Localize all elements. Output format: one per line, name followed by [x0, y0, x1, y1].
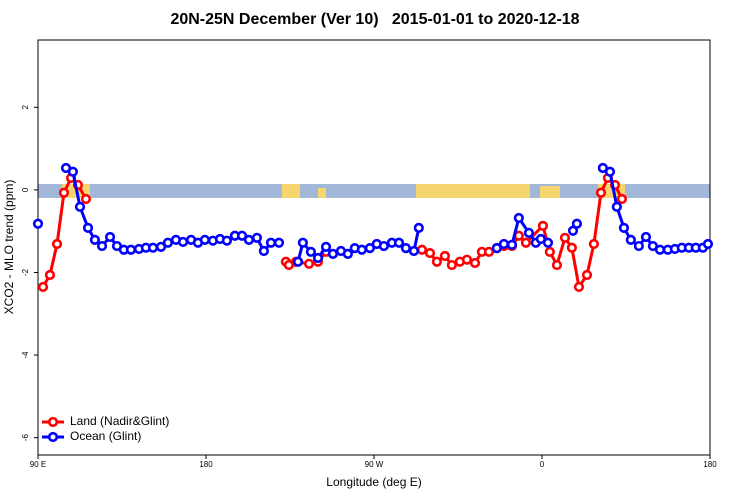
data-point [588, 238, 599, 250]
data-point [498, 238, 510, 250]
data-point [581, 269, 593, 281]
data-point [58, 187, 70, 198]
data-point [67, 166, 79, 177]
data-point [571, 218, 583, 229]
x-tick-label: 180 [703, 460, 717, 469]
data-point [236, 230, 248, 241]
data-point [523, 227, 535, 238]
data-point [439, 250, 451, 262]
data-point [542, 237, 554, 248]
data-point [96, 240, 108, 252]
land-mask [38, 184, 710, 198]
data-point [506, 239, 518, 250]
data-point [537, 220, 549, 231]
data-point [147, 242, 159, 253]
data-point [303, 258, 315, 269]
data-point [491, 243, 502, 254]
data-point [273, 237, 285, 248]
y-tick-label: 2 [21, 105, 30, 110]
data-point [393, 237, 405, 248]
data-point [424, 247, 436, 259]
land-strip [282, 184, 300, 198]
data-point [80, 193, 92, 205]
data-point [342, 248, 353, 260]
data-point [520, 237, 532, 248]
data-point [258, 245, 269, 257]
chart-title: 20N-25N December (Ver 10) 2015-01-01 to … [170, 11, 579, 28]
legend-marker [47, 431, 59, 443]
data-point [292, 256, 304, 267]
data-point [82, 222, 94, 233]
data-point [595, 187, 607, 198]
data-point [162, 237, 174, 248]
data-point [469, 257, 481, 269]
data-point [431, 256, 443, 267]
x-tick-label: 90 W [365, 460, 384, 469]
data-point [461, 254, 473, 265]
data-point [177, 236, 189, 248]
legend-label: Ocean (Glint) [70, 429, 141, 443]
land-strip [318, 188, 326, 198]
data-point [544, 246, 555, 257]
y-axis-label: XCO2 - MLO trend (ppm) [2, 180, 16, 315]
data-point [566, 242, 577, 253]
data-point [312, 252, 324, 264]
data-point [104, 231, 116, 243]
land-strip [540, 186, 560, 198]
data-point [243, 234, 255, 245]
data-point [320, 241, 332, 252]
data-point [44, 269, 56, 281]
data-point [356, 244, 367, 255]
data-point [199, 234, 210, 245]
data-point [155, 241, 167, 252]
data-point [265, 237, 277, 248]
legend-marker [47, 416, 59, 428]
data-point [611, 201, 622, 212]
data-point [513, 212, 524, 224]
data-point [327, 248, 339, 260]
x-tick-label: 180 [199, 460, 213, 469]
data-point [378, 240, 389, 252]
data-point [74, 201, 86, 212]
data-point [633, 240, 644, 252]
data-point [32, 218, 44, 229]
land-strip [416, 184, 530, 198]
data-point [89, 234, 101, 245]
x-axis-label: Longitude (deg E) [326, 475, 421, 489]
data-point [221, 235, 233, 246]
data-point [559, 232, 571, 243]
data-point [364, 243, 375, 254]
data-point [702, 238, 714, 250]
data-point [640, 231, 652, 243]
data-point [551, 259, 563, 271]
data-point [604, 166, 616, 177]
y-tick-label: -4 [21, 351, 30, 359]
data-point [251, 232, 263, 243]
data-point [37, 281, 49, 293]
data-point [625, 234, 636, 245]
data-point [125, 244, 137, 255]
data-point [51, 238, 63, 250]
data-point [416, 244, 428, 255]
data-point [305, 246, 317, 257]
data-point [654, 244, 666, 255]
data-point [618, 222, 630, 233]
x-tick-label: 0 [540, 460, 545, 469]
legend-label: Land (Nadir&Glint) [70, 414, 169, 428]
data-point [413, 222, 424, 233]
data-point [446, 259, 457, 271]
data-point [483, 246, 495, 257]
data-point [616, 193, 627, 205]
data-point [573, 281, 585, 293]
y-tick-label: -6 [21, 434, 30, 442]
y-tick-label: -2 [21, 268, 30, 276]
data-point [297, 237, 308, 248]
x-tick-label: 90 E [30, 460, 46, 469]
data-point [400, 243, 412, 254]
data-point [408, 245, 420, 257]
y-tick-label: 0 [21, 187, 30, 192]
